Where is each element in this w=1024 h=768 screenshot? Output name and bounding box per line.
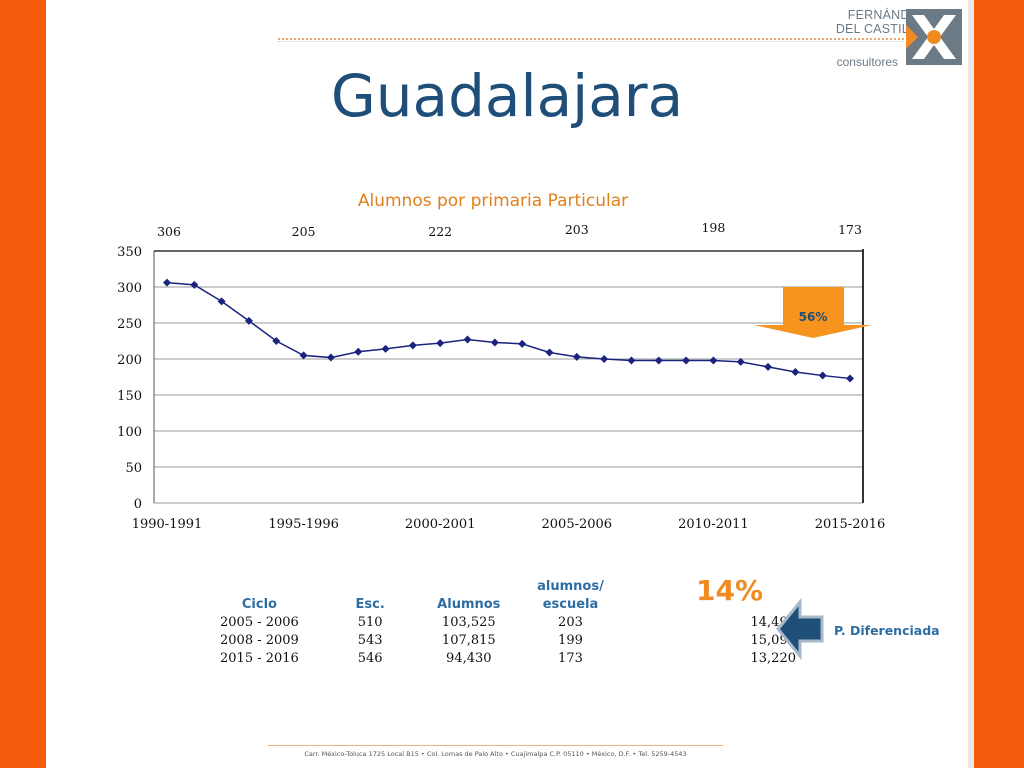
header-ape-line-1: alumnos/ [537,579,604,594]
x-tick-label: 1995-1996 [268,517,339,532]
series-polyline [166,281,851,380]
logo-subtitle: consultores [836,55,898,69]
y-tick-label: 250 [117,317,142,332]
data-point [408,341,417,350]
cell-esc: 510 [357,615,383,630]
top-value-label: 306 [157,224,181,239]
top-value-labels: 306 205 222 203 198 173 [157,220,862,239]
table-row: 2015 - 2016 546 94,430 173 13,220 [196,650,796,668]
cell-extra: 14,494 [750,615,797,630]
data-point [846,374,854,383]
data-point [326,353,335,362]
table-row: 2005 - 2006 510 103,525 203 14,494 [196,614,796,632]
arrow-label: P. Diferenciada [834,623,940,638]
cell-ciclo: 2015 - 2016 [220,651,299,666]
data-point [572,352,581,361]
cell-extra: 13,220 [750,651,797,666]
data-point [163,278,171,287]
data-point [545,348,554,357]
data-point [764,362,773,371]
page-title: Guadalajara [330,62,684,130]
cell-ciclo: 2008 - 2009 [220,633,299,648]
data-point [791,367,800,376]
chart-annotation: 56% [754,287,872,338]
cell-extra: 15,094 [750,633,797,648]
data-point [490,338,499,347]
data-point [682,356,691,365]
y-axis: 0 50 100 150 200 250 300 350 [117,245,142,512]
logo-x-icon [906,9,962,65]
data-point [818,371,827,380]
data-point [217,297,226,306]
data-point [436,339,445,348]
annotation-label: 56% [799,310,828,324]
series-line [163,278,854,383]
x-axis: 1990-1991 1995-1996 2000-2001 2005-2006 2010… [132,517,886,532]
header-esc: Esc. [355,597,385,612]
data-table: Ciclo Esc. Alumnos alumnos/ escuela 2005… [196,578,796,668]
top-value-label: 205 [292,224,316,239]
table-header-row: Ciclo Esc. Alumnos alumnos/ escuela [196,578,796,614]
x-tick-label: 2000-2001 [405,517,476,532]
y-tick-label: 100 [117,425,142,440]
cell-esc: 546 [357,651,383,666]
chart-gridlines [153,249,864,504]
table-row: 2008 - 2009 543 107,815 199 15,094 [196,632,796,650]
x-tick-label: 2005-2006 [542,517,613,532]
cell-ciclo: 2005 - 2006 [220,615,299,630]
x-tick-label: 2010-2011 [678,517,749,532]
logo-line-2: DEL CASTILLO [835,22,926,36]
slide: FERNÁNDEZ DEL CASTILLO consultores Guada… [46,0,968,768]
cell-alumnos: 103,525 [441,615,496,630]
chart-title: Alumnos por primaria Particular [358,191,628,211]
top-value-label: 173 [838,222,862,237]
y-tick-label: 0 [134,497,142,512]
data-point [244,316,253,325]
x-tick-label: 2015-2016 [815,517,886,532]
highlight-percent: 14% [696,574,764,607]
cell-alumnos-escuela: 199 [558,633,583,648]
logo-divider-secondary [278,41,904,42]
cell-alumnos-escuela: 203 [558,615,583,630]
footer-divider [268,745,723,746]
left-arrow-icon [776,598,824,660]
header-alumnos: Alumnos [437,597,501,612]
data-point [272,337,281,345]
x-tick-label: 1990-1991 [132,517,203,532]
y-tick-label: 200 [117,353,142,368]
header-ape-line-2: escuela [542,597,599,612]
top-value-label: 198 [701,220,725,235]
footer-address: Carr. México-Toluca 1725 Local B15 • Col… [304,750,687,758]
y-tick-label: 300 [117,281,142,296]
y-tick-label: 350 [117,245,142,260]
data-point [381,344,390,353]
data-point [627,356,636,365]
data-point [354,347,363,356]
line-chart: Alumnos por primaria Particular 0 50 100 15… [117,191,886,532]
y-tick-label: 50 [125,461,142,476]
data-point [190,280,199,289]
data-point [299,351,308,360]
cell-alumnos: 94,430 [446,651,492,666]
header-ciclo: Ciclo [241,597,277,612]
annotation-down-arrow-icon [754,287,872,338]
cell-alumnos: 107,815 [441,633,496,648]
slide-edge [968,0,974,768]
y-tick-label: 150 [117,389,142,404]
data-point [709,356,718,365]
data-point [736,357,745,366]
top-value-label: 203 [565,222,589,237]
cell-esc: 543 [357,633,383,648]
logo-divider [278,38,904,40]
cell-alumnos-escuela: 173 [558,651,583,666]
header-alumnos-escuela: alumnos/ escuela [520,578,621,614]
data-point [600,355,609,363]
top-value-label: 222 [428,224,452,239]
data-point [518,339,527,348]
data-point [463,335,472,344]
data-point [654,356,663,365]
